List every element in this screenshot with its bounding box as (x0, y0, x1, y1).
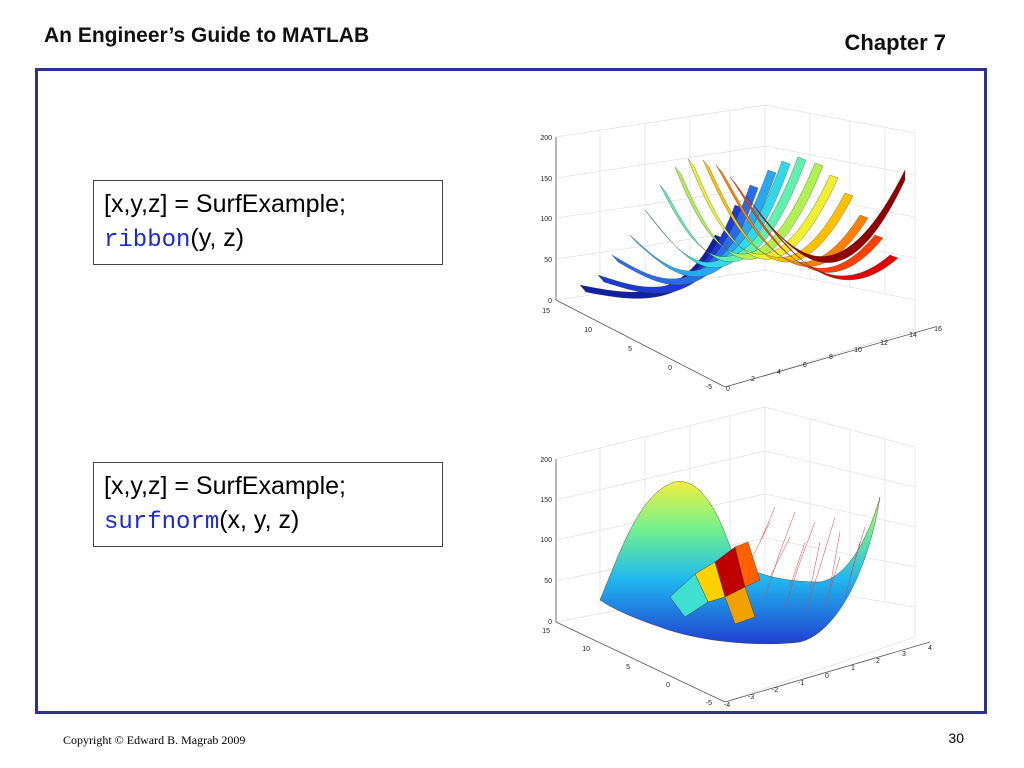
y-tick: 10 (584, 327, 592, 334)
code-line-call: surfnorm(x, y, z) (104, 503, 432, 540)
x-tick: 6 (803, 362, 807, 369)
y-axis-ticks: -5 0 5 10 15 (542, 308, 712, 391)
plot-grid (555, 406, 916, 703)
slide-content-frame (35, 68, 987, 714)
surface-normals (749, 506, 866, 613)
code-box-ribbon: [x,y,z] = SurfExample; ribbon(y, z) (93, 180, 443, 265)
ribbon-surface (579, 156, 906, 299)
y-axis-ticks: -5 0 5 10 15 (542, 628, 712, 707)
function-args: (y, z) (190, 224, 245, 252)
y-tick: -5 (706, 384, 712, 391)
page-number: 30 (948, 730, 964, 746)
x-tick: 12 (880, 340, 888, 347)
surface-mesh (599, 481, 881, 645)
surfnorm-plot: 0 50 100 150 200 -5 0 5 10 15 -4 -3 -2 -… (540, 406, 932, 709)
x-tick: 14 (909, 332, 917, 339)
z-tick: 200 (540, 135, 552, 142)
z-tick: 0 (548, 619, 552, 626)
x-tick: 3 (902, 651, 906, 658)
x-tick: -3 (748, 694, 754, 701)
y-tick: 0 (668, 365, 672, 372)
x-tick: 10 (854, 347, 862, 354)
x-tick: 4 (928, 645, 932, 652)
ribbon-plot: 0 50 100 150 200 -5 0 5 10 15 0 2 4 6 8 … (540, 104, 942, 393)
y-tick: 15 (542, 628, 550, 635)
x-tick: 4 (777, 369, 781, 376)
code-box-surfnorm: [x,y,z] = SurfExample; surfnorm(x, y, z) (93, 462, 443, 547)
x-tick: 16 (934, 326, 942, 333)
y-tick: 15 (542, 308, 550, 315)
chapter-label: Chapter 7 (844, 30, 946, 55)
z-tick: 50 (544, 257, 552, 264)
function-name-surfnorm: surfnorm (104, 509, 220, 536)
footer-copyright: Copyright © Edward B. Magrab 2009 (63, 733, 246, 747)
z-tick: 50 (544, 578, 552, 585)
y-tick: -5 (706, 700, 712, 707)
y-tick: 10 (582, 646, 590, 653)
z-tick: 150 (540, 497, 552, 504)
y-tick: 0 (666, 682, 670, 689)
x-tick: 0 (825, 673, 829, 680)
x-tick: 1 (851, 665, 855, 672)
x-tick: -1 (798, 680, 804, 687)
x-tick: 8 (829, 354, 833, 361)
z-tick: 0 (548, 298, 552, 305)
z-tick: 200 (540, 457, 552, 464)
z-tick: 100 (540, 537, 552, 544)
slide-header-title: An Engineer’s Guide to MATLAB (44, 24, 370, 47)
code-line-assignment: [x,y,z] = SurfExample; (104, 190, 346, 218)
y-tick: 5 (628, 346, 632, 353)
z-tick: 150 (540, 176, 552, 183)
z-axis-ticks: 0 50 100 150 200 (540, 457, 552, 626)
z-tick: 100 (540, 216, 552, 223)
plot-axes (555, 459, 931, 703)
y-tick: 5 (626, 664, 630, 671)
function-args: (x, y, z) (219, 506, 300, 534)
x-tick: -4 (724, 702, 730, 709)
code-line-assignment: [x,y,z] = SurfExample; (104, 472, 346, 500)
x-axis-ticks: -4 -3 -2 -1 0 1 2 3 4 (724, 645, 932, 709)
x-tick: 0 (726, 386, 730, 393)
code-line-call: ribbon(y, z) (104, 221, 432, 258)
z-axis-ticks: 0 50 100 150 200 (540, 135, 552, 305)
x-tick: -2 (772, 687, 778, 694)
plot-axes (555, 137, 936, 388)
x-tick: 2 (876, 658, 880, 665)
x-tick: 2 (751, 376, 755, 383)
x-axis-ticks: 0 2 4 6 8 10 12 14 16 (726, 326, 942, 393)
function-name-ribbon: ribbon (104, 227, 191, 254)
